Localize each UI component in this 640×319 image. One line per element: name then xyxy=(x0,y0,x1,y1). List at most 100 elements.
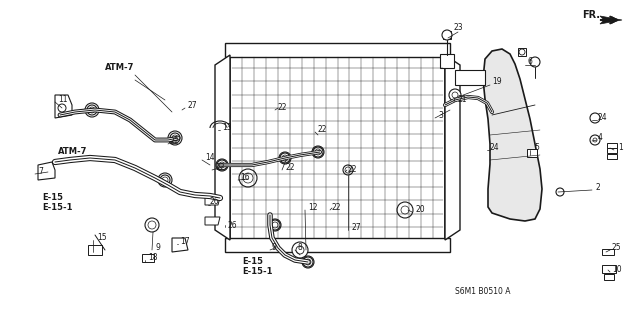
Circle shape xyxy=(272,222,278,228)
Polygon shape xyxy=(445,55,460,240)
Text: 27: 27 xyxy=(352,224,362,233)
Bar xyxy=(440,54,454,68)
Circle shape xyxy=(590,113,600,123)
Bar xyxy=(455,70,485,85)
Circle shape xyxy=(168,131,182,145)
Text: 26: 26 xyxy=(210,197,220,206)
Circle shape xyxy=(87,105,97,115)
Circle shape xyxy=(280,153,290,163)
Circle shape xyxy=(452,92,458,98)
Circle shape xyxy=(302,256,314,268)
Circle shape xyxy=(58,104,66,112)
FancyArrowPatch shape xyxy=(601,17,617,23)
Text: 18: 18 xyxy=(148,254,157,263)
Text: 25: 25 xyxy=(612,243,621,253)
Circle shape xyxy=(160,175,170,185)
Circle shape xyxy=(305,259,311,265)
Circle shape xyxy=(243,173,253,183)
Circle shape xyxy=(170,133,180,143)
Circle shape xyxy=(216,159,228,171)
Circle shape xyxy=(292,242,308,258)
Text: 24: 24 xyxy=(490,144,500,152)
Text: FR.: FR. xyxy=(582,10,600,20)
Text: 17: 17 xyxy=(180,238,189,247)
Polygon shape xyxy=(483,49,542,221)
Text: E-15: E-15 xyxy=(42,194,63,203)
Polygon shape xyxy=(600,16,622,24)
Polygon shape xyxy=(205,197,220,205)
Circle shape xyxy=(219,162,225,168)
Circle shape xyxy=(444,57,450,63)
Circle shape xyxy=(449,89,461,101)
Circle shape xyxy=(269,219,281,231)
Circle shape xyxy=(239,169,257,187)
Text: 12: 12 xyxy=(308,204,317,212)
Text: 22: 22 xyxy=(285,164,294,173)
Text: 7: 7 xyxy=(38,167,43,176)
Text: 24: 24 xyxy=(598,114,607,122)
Bar xyxy=(602,249,614,255)
Circle shape xyxy=(556,188,564,196)
Text: 22: 22 xyxy=(278,103,287,113)
Bar xyxy=(607,143,617,148)
Polygon shape xyxy=(55,95,72,118)
Circle shape xyxy=(590,135,600,145)
Polygon shape xyxy=(38,162,55,180)
Text: 19: 19 xyxy=(492,78,502,86)
Text: S6M1 B0510 A: S6M1 B0510 A xyxy=(455,287,511,296)
Text: 13: 13 xyxy=(222,123,232,132)
Bar xyxy=(527,149,537,157)
Circle shape xyxy=(313,147,323,157)
Bar xyxy=(225,43,450,57)
Circle shape xyxy=(343,165,353,175)
Circle shape xyxy=(85,103,99,117)
Circle shape xyxy=(145,218,159,232)
Text: E-15-1: E-15-1 xyxy=(242,266,273,276)
Text: 27: 27 xyxy=(188,100,198,109)
Circle shape xyxy=(270,220,280,230)
Polygon shape xyxy=(215,55,230,240)
Circle shape xyxy=(530,57,540,67)
Circle shape xyxy=(279,152,291,164)
Bar xyxy=(518,48,526,56)
Circle shape xyxy=(148,221,156,229)
Text: 14: 14 xyxy=(205,153,214,162)
Bar xyxy=(225,238,450,252)
Bar xyxy=(142,254,154,262)
Bar xyxy=(604,274,614,280)
Bar xyxy=(443,56,451,64)
Text: 10: 10 xyxy=(612,265,621,275)
Circle shape xyxy=(444,32,450,38)
Text: 9: 9 xyxy=(272,243,277,253)
Polygon shape xyxy=(205,217,220,225)
Text: 5: 5 xyxy=(534,144,539,152)
Circle shape xyxy=(442,30,452,40)
Circle shape xyxy=(217,160,227,170)
Text: 2: 2 xyxy=(595,183,600,192)
Text: 3: 3 xyxy=(438,110,443,120)
Text: 9: 9 xyxy=(155,243,160,253)
Text: 26: 26 xyxy=(228,220,237,229)
Text: 11: 11 xyxy=(58,95,67,105)
Circle shape xyxy=(397,202,413,218)
Text: 22: 22 xyxy=(332,204,342,212)
Circle shape xyxy=(315,149,321,155)
Bar xyxy=(602,265,616,273)
Bar xyxy=(230,55,445,240)
Text: 22: 22 xyxy=(170,137,179,146)
Circle shape xyxy=(519,49,525,55)
Text: ATM-7: ATM-7 xyxy=(105,63,134,72)
Text: 8: 8 xyxy=(298,243,303,253)
Circle shape xyxy=(172,135,178,141)
Text: 16: 16 xyxy=(240,174,250,182)
Circle shape xyxy=(89,107,95,113)
Text: 15: 15 xyxy=(97,234,107,242)
Text: 4: 4 xyxy=(598,133,603,143)
Circle shape xyxy=(345,167,351,173)
Circle shape xyxy=(296,246,304,254)
Text: 21: 21 xyxy=(458,95,467,105)
Polygon shape xyxy=(172,238,188,252)
Text: 22: 22 xyxy=(215,164,225,173)
Bar xyxy=(607,154,617,159)
Circle shape xyxy=(312,146,324,158)
